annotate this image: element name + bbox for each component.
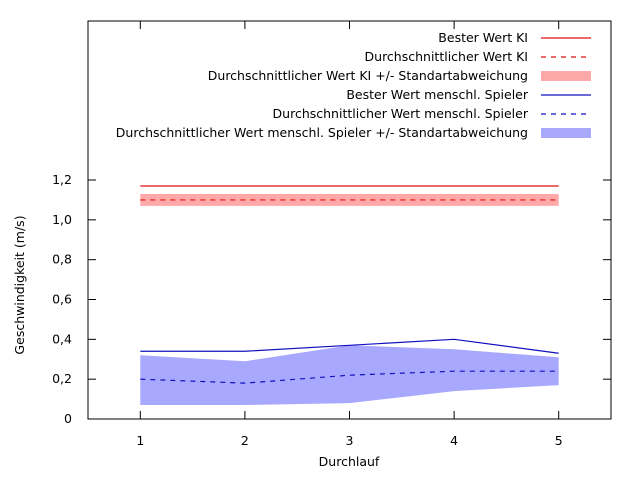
line-layer xyxy=(140,185,559,384)
series-band-2 xyxy=(140,193,559,206)
x-tick-label: 2 xyxy=(241,433,249,448)
series-band-5 xyxy=(140,345,559,406)
y-tick-label: 0,8 xyxy=(52,252,72,267)
legend-label: Bester Wert KI xyxy=(438,30,528,45)
legend-label: Durchschnittlicher Wert KI +/- Standarta… xyxy=(208,68,528,83)
legend-label: Bester Wert menschl. Spieler xyxy=(346,87,529,102)
y-axis-label: Geschwindigkeit (m/s) xyxy=(12,215,27,354)
series-line-3 xyxy=(140,338,559,354)
y-axis: 0 0,2 0,4 0,6 0,8 1,0 1,2 xyxy=(52,172,611,426)
legend-swatch xyxy=(541,128,591,138)
legend: Bester Wert KI Durchschnittlicher Wert KI… xyxy=(116,30,591,140)
y-tick-label: 0,6 xyxy=(52,292,72,307)
band-layer xyxy=(140,193,559,406)
y-tick-label: 0,2 xyxy=(52,371,72,386)
y-tick-label: 1,2 xyxy=(52,172,72,187)
x-tick-label: 1 xyxy=(136,433,144,448)
legend-swatch xyxy=(541,71,591,81)
legend-label: Durchschnittlicher Wert menschl. Spieler xyxy=(273,106,529,121)
legend-label: Durchschnittlicher Wert KI xyxy=(365,49,528,64)
legend-label: Durchschnittlicher Wert menschl. Spieler… xyxy=(116,125,528,140)
y-tick-label: 1,0 xyxy=(52,212,72,227)
x-tick-label: 3 xyxy=(346,433,354,448)
x-axis-label: Durchlauf xyxy=(319,454,380,469)
x-tick-label: 5 xyxy=(555,433,563,448)
y-tick-label: 0,4 xyxy=(52,331,72,346)
x-tick-label: 4 xyxy=(450,433,458,448)
y-tick-label: 0 xyxy=(64,411,72,426)
x-axis: 1 2 3 4 5 xyxy=(136,21,563,448)
